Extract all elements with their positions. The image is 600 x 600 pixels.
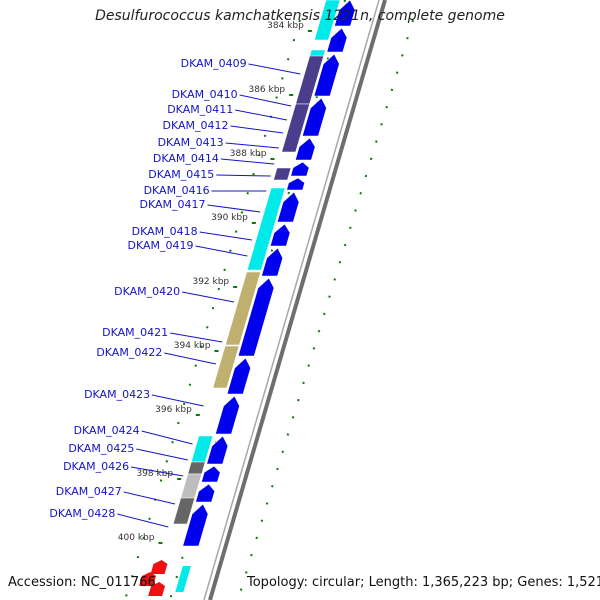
gene-leader-line	[207, 204, 261, 213]
backbone-inner-line	[203, 0, 380, 600]
kbp-label: 396 kbp	[155, 405, 192, 415]
feature-block	[246, 187, 286, 271]
feature-block	[313, 0, 341, 41]
gene-leader-line	[239, 94, 292, 107]
cds-arrow	[226, 357, 251, 395]
red-feature	[148, 582, 166, 596]
gene-label-dkam-0418[interactable]: DKAM_0418	[132, 225, 198, 238]
gene-leader-line	[216, 174, 271, 177]
cds-arrow	[261, 247, 284, 277]
cds-arrow	[290, 161, 310, 177]
backbone-outer-line	[208, 0, 387, 600]
kbp-label: 390 kbp	[211, 213, 248, 223]
cds-arrow	[286, 177, 306, 191]
gene-label-dkam-0420[interactable]: DKAM_0420	[114, 285, 180, 298]
kbp-scale: 384 kbp 386 kbp 388 kbp 390 kbp 392 kbp 394 k…	[118, 21, 312, 544]
gene-leader-line	[130, 466, 184, 477]
kbp-label: 388 kbp	[230, 149, 267, 159]
cds-arrow	[201, 465, 221, 483]
gene-leader-line	[151, 394, 204, 407]
feature-block	[281, 103, 311, 153]
gene-label-dkam-0412[interactable]: DKAM_0412	[163, 119, 229, 132]
feature-block	[187, 461, 206, 475]
gene-label-dkam-0416[interactable]: DKAM_0416	[144, 184, 210, 197]
gene-label-dkam-0410[interactable]: DKAM_0410	[172, 88, 238, 101]
gene-leader-line	[230, 125, 284, 134]
gene-label-dkam-0417[interactable]: DKAM_0417	[139, 198, 205, 211]
gene-label-dkam-0409[interactable]: DKAM_0409	[181, 57, 247, 70]
cds-arrow	[301, 97, 327, 137]
gene-label-dkam-0422[interactable]: DKAM_0422	[96, 346, 162, 359]
gene-label-dkam-0419[interactable]: DKAM_0419	[128, 239, 194, 252]
gene-leader-line	[170, 332, 223, 343]
cds-arrow	[313, 53, 340, 97]
kbp-label: 398 kbp	[136, 469, 173, 479]
gene-leader-line	[164, 352, 216, 365]
gene-leader-line	[195, 245, 248, 257]
gene-leader-line	[141, 430, 193, 445]
cds-arrow	[326, 27, 348, 53]
feature-block	[224, 271, 262, 346]
genome-backbone	[203, 0, 387, 600]
gene-leader-line	[199, 231, 253, 241]
cds-arrow	[334, 0, 356, 27]
feature-block	[212, 345, 240, 389]
cds-arrow	[276, 191, 300, 223]
cds-track	[139, 0, 356, 596]
gene-label-dkam-0428[interactable]: DKAM_0428	[49, 507, 115, 520]
gene-leader-line	[220, 158, 275, 165]
kbp-label: 400 kbp	[118, 533, 155, 543]
gene-label-dkam-0414[interactable]: DKAM_0414	[153, 152, 219, 165]
red-feature	[150, 560, 168, 574]
gene-label-dkam-0423[interactable]: DKAM_0423	[84, 388, 150, 401]
gene-labels: DKAM_0409 DKAM_0410 DKAM_0411 DKAM_0412 DKAM…	[49, 57, 301, 528]
feature-block	[175, 566, 191, 592]
kbp-label: 384 kbp	[267, 21, 304, 31]
red-feature	[139, 572, 156, 586]
gene-label-dkam-0413[interactable]: DKAM_0413	[158, 136, 224, 149]
gc-line-outer	[237, 19, 414, 600]
gene-leader-line	[117, 513, 169, 528]
genome-title: Desulfurococcus kamchatkensis 1221n, com…	[95, 8, 505, 24]
gene-leader-line	[248, 63, 301, 75]
kbp-label: 394 kbp	[174, 341, 211, 351]
kbp-label: 386 kbp	[248, 85, 285, 95]
cds-arrow	[182, 503, 209, 547]
gene-leader-line	[182, 291, 235, 303]
cds-arrow	[215, 395, 240, 435]
feature-block	[273, 167, 292, 181]
cds-arrow	[294, 137, 316, 161]
kbp-label: 392 kbp	[192, 277, 229, 287]
accession-text: Accession: NC_011766	[8, 575, 156, 590]
gene-leader-line	[235, 109, 288, 121]
cds-arrow	[269, 223, 291, 247]
cds-arrow	[195, 483, 216, 503]
gene-label-dkam-0425[interactable]: DKAM_0425	[68, 442, 134, 455]
feature-track	[172, 0, 341, 525]
gene-label-dkam-0426[interactable]: DKAM_0426	[63, 460, 129, 473]
gene-leader-line	[225, 142, 279, 149]
feature-block	[172, 497, 196, 525]
gene-label-dkam-0424[interactable]: DKAM_0424	[74, 424, 140, 437]
gene-label-dkam-0415[interactable]: DKAM_0415	[148, 168, 214, 181]
gene-label-dkam-0411[interactable]: DKAM_0411	[167, 103, 233, 116]
cds-arrow	[237, 277, 275, 357]
gene-leader-line	[136, 448, 188, 461]
gene-label-dkam-0427[interactable]: DKAM_0427	[56, 485, 122, 498]
gene-label-dkam-0421[interactable]: DKAM_0421	[102, 326, 168, 339]
gene-leader-line	[123, 491, 176, 505]
topology-text: Topology: circular; Length: 1,365,223 bp…	[247, 575, 600, 590]
cds-arrow	[206, 435, 229, 465]
